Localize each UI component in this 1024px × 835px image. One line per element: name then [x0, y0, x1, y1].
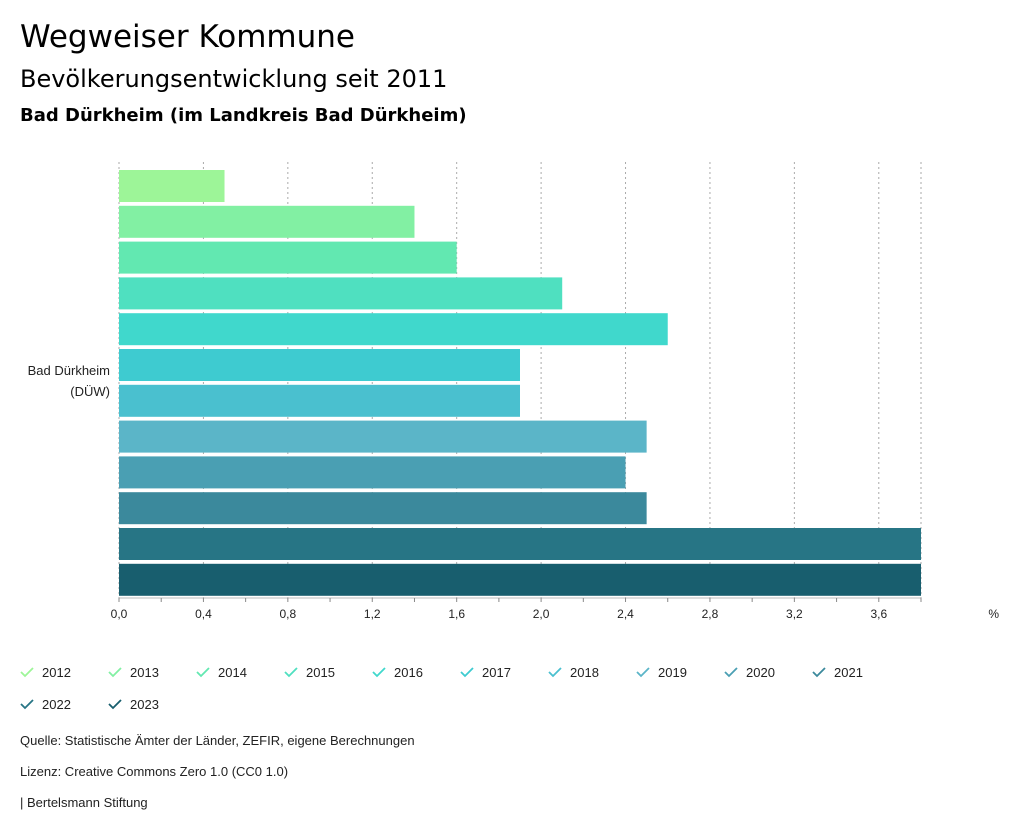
- x-tick-label: 0,4: [195, 607, 212, 621]
- bar-2021: [119, 492, 647, 525]
- x-tick-label: 3,2: [786, 607, 803, 621]
- legend-label: 2018: [570, 664, 599, 680]
- legend-label: 2022: [42, 696, 71, 712]
- legend-item-2013[interactable]: 2013: [108, 665, 196, 680]
- source-note: Quelle: Statistische Ämter der Länder, Z…: [20, 733, 415, 748]
- x-tick-label: 1,6: [448, 607, 465, 621]
- bar-2019: [119, 420, 647, 453]
- chart-legend: 2012 2013 2014 2015 2016 2017 2018 2019 2020 2021…: [20, 656, 1000, 720]
- publisher-note: | Bertelsmann Stiftung: [20, 795, 148, 810]
- legend-item-2021[interactable]: 2021: [812, 665, 900, 680]
- x-tick-label: 2,0: [533, 607, 550, 621]
- bar-2022: [119, 528, 921, 560]
- x-tick-label: 0,0: [111, 607, 128, 621]
- checkmark-icon: [636, 667, 650, 678]
- legend-label: 2014: [218, 664, 247, 680]
- x-tick-label: 1,2: [364, 607, 381, 621]
- legend-item-2019[interactable]: 2019: [636, 665, 724, 680]
- chart-subtitle: Bevölkerungsentwicklung seit 2011: [20, 65, 448, 93]
- legend-item-2022[interactable]: 2022: [20, 697, 108, 712]
- checkmark-icon: [20, 699, 34, 710]
- legend-item-2023[interactable]: 2023: [108, 697, 196, 712]
- checkmark-icon: [196, 667, 210, 678]
- bar-2013: [119, 205, 415, 238]
- legend-label: 2013: [130, 664, 159, 680]
- legend-label: 2021: [834, 664, 863, 680]
- checkmark-icon: [460, 667, 474, 678]
- category-label: (DÜW): [70, 384, 110, 399]
- region-title: Bad Dürkheim (im Landkreis Bad Dürkheim): [20, 105, 467, 126]
- x-tick-label: 3,6: [870, 607, 887, 621]
- checkmark-icon: [20, 667, 34, 678]
- legend-item-2012[interactable]: 2012: [20, 665, 108, 680]
- bar-2012: [119, 170, 225, 202]
- bar-2023: [119, 563, 921, 596]
- checkmark-icon: [372, 667, 386, 678]
- legend-label: 2023: [130, 696, 159, 712]
- x-tick-label: 2,4: [617, 607, 634, 621]
- legend-label: 2020: [746, 664, 775, 680]
- legend-label: 2019: [658, 664, 687, 680]
- checkmark-icon: [108, 699, 122, 710]
- bar-chart: 0,0 0,4 0,8 1,2 1,6 2,0 2,4 2,8 3,2 3,6 % Bad Dürkh…: [28, 162, 999, 621]
- x-tick-label: 2,8: [702, 607, 719, 621]
- x-axis-unit: %: [988, 607, 999, 621]
- legend-item-2020[interactable]: 2020: [724, 665, 812, 680]
- legend-label: 2017: [482, 664, 511, 680]
- checkmark-icon: [284, 667, 298, 678]
- checkmark-icon: [812, 667, 826, 678]
- legend-row: 2022 2023: [20, 688, 1000, 720]
- legend-item-2017[interactable]: 2017: [460, 665, 548, 680]
- legend-item-2014[interactable]: 2014: [196, 665, 284, 680]
- bar-2015: [119, 277, 563, 310]
- bar-2014: [119, 241, 457, 274]
- legend-label: 2016: [394, 664, 423, 680]
- page-title: Wegweiser Kommune: [20, 19, 355, 55]
- x-tick-label: 0,8: [279, 607, 296, 621]
- checkmark-icon: [108, 667, 122, 678]
- license-note: Lizenz: Creative Commons Zero 1.0 (CC0 1…: [20, 764, 289, 779]
- bar-2016: [119, 313, 668, 346]
- bar-2018: [119, 384, 520, 417]
- legend-item-2018[interactable]: 2018: [548, 665, 636, 680]
- checkmark-icon: [548, 667, 562, 678]
- category-label: Bad Dürkheim: [28, 363, 110, 378]
- checkmark-icon: [724, 667, 738, 678]
- bar-2020: [119, 456, 626, 489]
- legend-item-2015[interactable]: 2015: [284, 665, 372, 680]
- legend-item-2016[interactable]: 2016: [372, 665, 460, 680]
- legend-label: 2015: [306, 664, 335, 680]
- bar-2017: [119, 349, 520, 381]
- legend-label: 2012: [42, 664, 71, 680]
- legend-row: 2012 2013 2014 2015 2016 2017 2018 2019 2020 2021: [20, 656, 1000, 688]
